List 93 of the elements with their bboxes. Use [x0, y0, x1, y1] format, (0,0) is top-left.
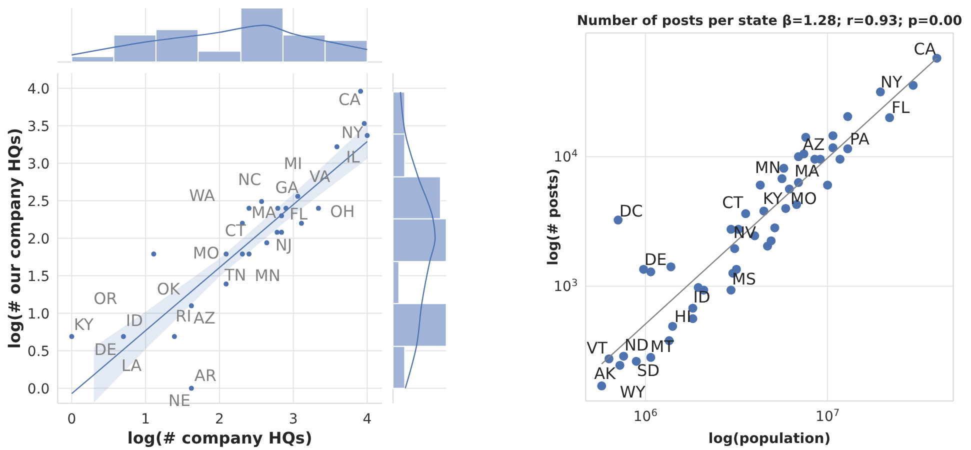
annotation: NY	[341, 123, 364, 142]
point	[279, 213, 284, 218]
annotation: FL	[892, 98, 910, 118]
y-tick-label: 1.0	[27, 306, 50, 322]
annotation: WA	[189, 186, 216, 205]
annotation: MS	[732, 270, 756, 289]
annotation: CT	[224, 220, 246, 240]
point	[358, 88, 364, 94]
annotation: WY	[620, 382, 646, 402]
annotation: AZ	[802, 134, 825, 154]
annotation: ND	[624, 336, 649, 355]
point	[259, 199, 264, 204]
x-tick-label: 4	[362, 411, 372, 428]
point	[295, 194, 300, 199]
annotation: AK	[594, 364, 616, 383]
line-series	[71, 140, 368, 394]
point	[246, 252, 252, 257]
x-tick-label: 1	[141, 411, 150, 428]
x-axis-title: log(# company HQs)	[127, 428, 312, 448]
annotation: NY	[880, 72, 903, 92]
y-tick-label: 2.0	[27, 231, 50, 248]
annotation: FL	[289, 204, 308, 224]
annotation: SD	[637, 360, 660, 380]
annotation: MI	[284, 154, 302, 173]
y-tick-label: 3.0	[27, 156, 50, 172]
point	[362, 121, 367, 126]
annotation: CA	[338, 90, 361, 109]
point	[224, 282, 229, 287]
annotation: NJ	[275, 235, 292, 254]
annotation: NC	[238, 170, 262, 190]
y-tick-label: 10$^{4}$	[554, 148, 578, 166]
annotation: DC	[619, 202, 643, 221]
y-axis-title: log(# our company HQs)	[5, 128, 24, 349]
y-tick-label: 2.5	[27, 194, 50, 210]
point	[246, 206, 252, 211]
annotation: DE	[644, 250, 667, 269]
annotation: ID	[126, 311, 143, 330]
annotation: IL	[346, 147, 360, 166]
annotation: AR	[194, 366, 216, 385]
annotation: MO	[192, 244, 220, 263]
y-tick-label: 0.5	[27, 344, 50, 360]
annotation: OH	[330, 202, 355, 221]
point	[334, 144, 340, 150]
annotation: NE	[168, 390, 190, 410]
x-tick-label: 2	[215, 411, 224, 428]
point	[240, 252, 245, 257]
annotation: ID	[693, 288, 710, 307]
annotation: KY	[74, 315, 94, 334]
x-tick-label: 0	[67, 411, 76, 428]
point	[172, 334, 177, 340]
point	[298, 220, 304, 226]
point	[69, 334, 74, 340]
annotation: MA	[251, 202, 276, 222]
x-tick-label: 10$^{6}$	[633, 408, 658, 425]
y-tick-label: 4.0	[27, 81, 50, 98]
annotation: DE	[94, 340, 117, 360]
point	[264, 240, 270, 246]
x-tick-label: 10$^{7}$	[816, 408, 840, 425]
annotation: VT	[586, 338, 608, 358]
annotation: RI	[175, 306, 192, 326]
point	[283, 206, 288, 211]
annotation: GA	[275, 178, 299, 197]
point	[224, 252, 229, 257]
annotation: HI	[674, 307, 692, 326]
y-axis-title: log(# posts)	[546, 168, 562, 266]
annotation: TN	[224, 266, 246, 285]
y-tick-label: 1.5	[27, 268, 50, 285]
annotation: OR	[94, 289, 118, 308]
point	[274, 230, 280, 235]
x-tick-label: 3	[288, 411, 298, 428]
annotation: CT	[722, 193, 744, 212]
annotation: MO	[790, 189, 817, 208]
annotation: MT	[650, 337, 674, 356]
point	[364, 133, 370, 138]
annotation: PA	[850, 129, 870, 148]
point	[188, 303, 194, 308]
y-tick-label: 3.5	[27, 118, 50, 135]
annotation: AZ	[193, 308, 216, 328]
annotation: KY	[762, 188, 783, 208]
annotation: OK	[156, 279, 180, 298]
point	[316, 206, 321, 211]
annotation: MN	[754, 158, 781, 177]
point	[151, 252, 156, 257]
annotation: CA	[914, 40, 936, 59]
point	[279, 230, 284, 235]
annotation: MN	[254, 266, 280, 285]
point	[120, 334, 126, 340]
y-tick-label: 10$^{3}$	[554, 278, 578, 296]
chart-title: Number of posts per state β=1.28; r=0.93; p=0.00	[576, 13, 962, 29]
annotation: LA	[121, 356, 142, 376]
x-axis-title: log(population)	[708, 431, 831, 447]
point	[188, 386, 194, 391]
y-tick-label: 0.0	[27, 381, 50, 398]
